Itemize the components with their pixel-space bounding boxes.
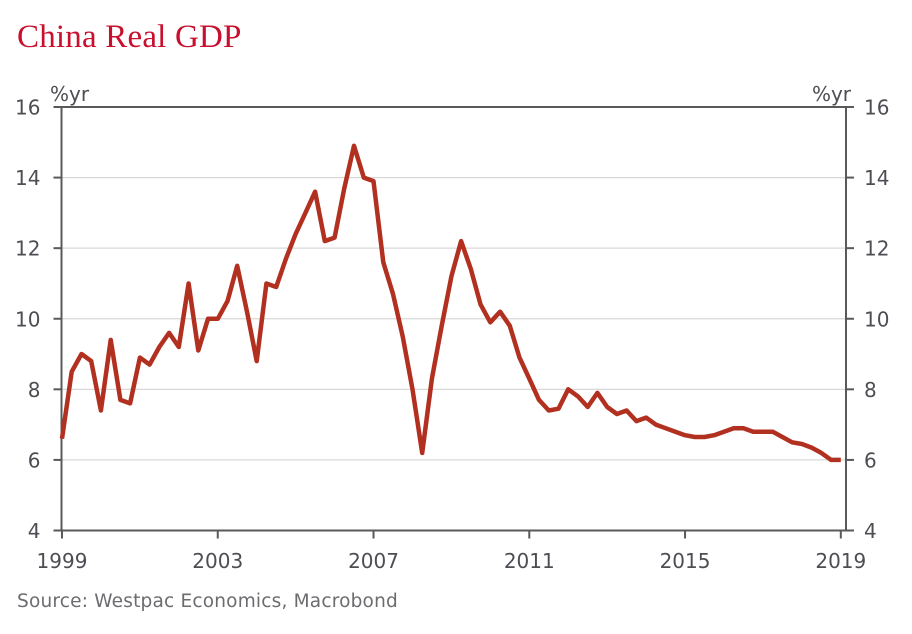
x-axis-tick-label: 2019	[815, 549, 866, 573]
y-axis-tick-label-right: 14	[864, 166, 889, 190]
y-axis-tick-label-left: 10	[15, 307, 40, 331]
y-axis-unit-label-right: %yr	[812, 82, 852, 106]
x-axis-tick-label: 2007	[348, 549, 399, 573]
y-axis-tick-label-left: 12	[15, 237, 40, 261]
x-axis-tick-label: 2003	[192, 549, 243, 573]
source-note: Source: Westpac Economics, Macrobond	[17, 591, 398, 612]
y-axis-tick-label-right: 12	[864, 237, 889, 261]
y-axis-tick-label-right: 6	[864, 448, 877, 472]
y-axis-unit-label-left: %yr	[50, 82, 90, 106]
axis-ticks-layer	[53, 106, 854, 539]
x-axis-tick-label: 1999	[37, 549, 88, 573]
x-axis-tick-label: 2011	[504, 549, 555, 573]
axis-labels-layer: 16 16 14 14 12 12 10 10 8 8 6 6 4 4 1999 2003 2007 2011 20…	[15, 96, 889, 574]
series-layer	[59, 143, 841, 463]
y-axis-tick-label-left: 4	[28, 519, 41, 543]
gridlines-layer	[62, 176, 845, 461]
y-axis-tick-label-right: 16	[864, 96, 889, 120]
x-axis-tick-label: 2015	[660, 549, 711, 573]
y-axis-tick-label-left: 6	[28, 448, 41, 472]
y-axis-tick-label-left: 8	[28, 378, 41, 402]
gdp-growth-line	[59, 143, 841, 463]
y-axis-tick-label-right: 10	[864, 307, 889, 331]
chart-title: China Real GDP	[17, 19, 242, 55]
y-axis-tick-label-right: 4	[864, 519, 877, 543]
y-axis-tick-label-right: 8	[864, 378, 877, 402]
y-axis-tick-label-left: 14	[15, 166, 40, 190]
y-axis-tick-label-left: 16	[15, 96, 40, 120]
